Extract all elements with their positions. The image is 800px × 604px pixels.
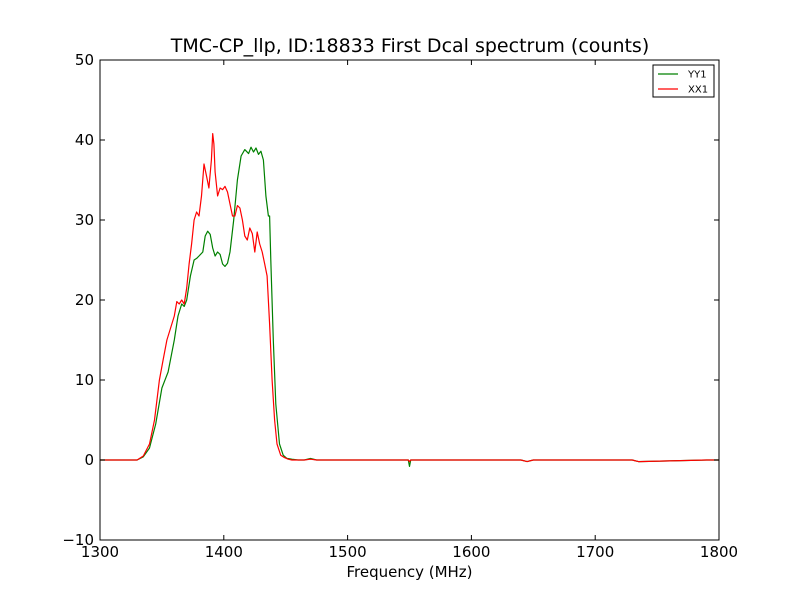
x-axis-label: Frequency (MHz)	[346, 563, 472, 581]
legend-label-xx1: XX1	[688, 85, 708, 96]
y-tick-label: −10	[62, 531, 94, 549]
y-tick-label: 50	[75, 51, 94, 69]
legend-box	[652, 64, 715, 98]
series-line-xx1	[100, 133, 719, 463]
chart-title: TMC-CP_llp, ID:18833 First Dcal spectrum…	[170, 35, 650, 57]
plot-area-frame	[99, 59, 720, 541]
y-tick-label: 30	[75, 211, 94, 229]
x-axis-ticks: 1300 1400 1500 1600 1700 1800	[81, 60, 738, 561]
x-tick-label: 1700	[576, 543, 614, 561]
y-tick-label: 20	[75, 291, 94, 309]
y-tick-label: 0	[84, 451, 94, 469]
legend-label-yy1: YY1	[687, 70, 707, 81]
y-tick-label: 40	[75, 131, 94, 149]
y-tick-label: 10	[75, 371, 94, 389]
x-tick-label: 1500	[329, 543, 367, 561]
series-line-yy1	[100, 146, 719, 467]
y-axis-ticks: −10 0 10 20 30 40 50	[62, 51, 719, 549]
x-tick-label: 1800	[700, 543, 738, 561]
series-layer	[100, 133, 719, 467]
x-tick-label: 1600	[452, 543, 490, 561]
x-tick-label: 1400	[205, 543, 243, 561]
x-tick-label: 1300	[81, 543, 119, 561]
